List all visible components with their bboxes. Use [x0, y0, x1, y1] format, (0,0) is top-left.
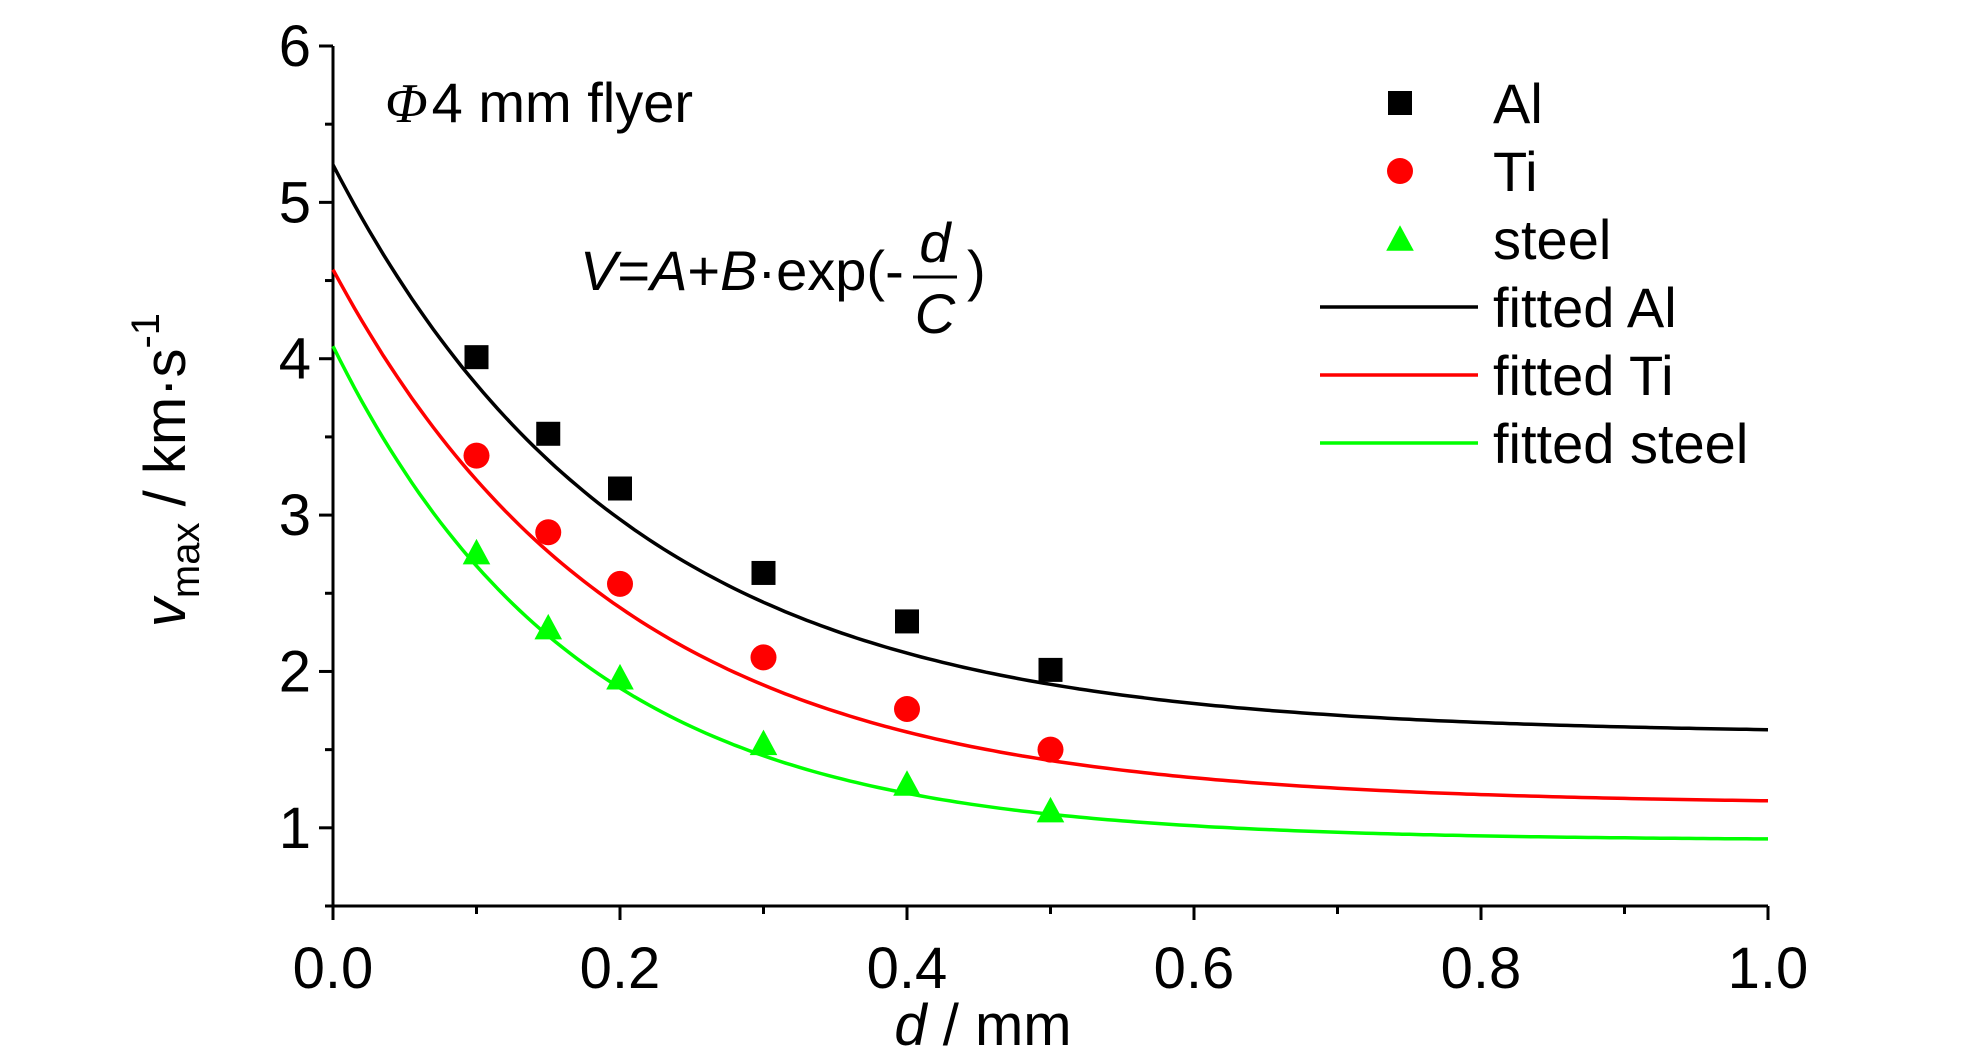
y-axis-var: v [133, 595, 198, 627]
formula-numerator: d [919, 211, 952, 274]
data-point-al [608, 476, 632, 501]
data-point-al [536, 421, 561, 446]
legend-label: fitted steel [1493, 412, 1748, 475]
y-tick-label: 2 [279, 639, 311, 704]
legend-label: Al [1493, 72, 1543, 135]
flyer-annotation: Φ4 mm flyer [385, 71, 693, 135]
data-point-al [1038, 657, 1063, 682]
legend-label: fitted Ti [1493, 344, 1674, 407]
formula-lhs: V [580, 239, 622, 302]
legend-label: Ti [1493, 140, 1538, 203]
legend-symbol-al [1388, 91, 1412, 115]
y-tick-label: 3 [279, 483, 311, 548]
legend-symbol-ti [1387, 158, 1413, 184]
phi-symbol: Φ [385, 73, 428, 135]
svg-text:V=A+B·exp(-: V=A+B·exp(- [580, 239, 904, 302]
x-axis-var: d [894, 993, 928, 1058]
data-point-steel [749, 729, 778, 756]
axes: 0.0 0.2 0.4 0.6 0.8 1.0 1 2 3 4 5 6 [279, 14, 1809, 1001]
x-tick-label: 0.8 [1441, 936, 1522, 1001]
fit-line-fitted-al [331, 163, 1769, 732]
data-point-al [464, 345, 489, 370]
formula-b: B [720, 239, 757, 302]
data-point-al [895, 609, 919, 634]
x-tick-label: 0.6 [1154, 936, 1235, 1001]
y-tick-label: 1 [279, 796, 311, 861]
formula-eq: = [617, 239, 650, 302]
legend-label: steel [1493, 208, 1611, 271]
legend-symbol-steel [1386, 225, 1414, 251]
x-tick-label: 0.0 [293, 936, 374, 1001]
y-axis-sub: max [164, 522, 208, 598]
x-axis-title: d / mm [894, 993, 1071, 1058]
x-tick-label: 0.4 [867, 936, 948, 1001]
x-axis-unit: / mm [927, 993, 1072, 1058]
data-point-ti [535, 519, 562, 546]
y-tick-label: 4 [279, 327, 311, 392]
formula-annotation: V=A+B·exp(- d C ) [580, 211, 986, 345]
data-point-ti [607, 570, 633, 597]
formula-denominator: C [915, 282, 956, 345]
data-markers [462, 345, 1065, 823]
y-axis-unit: / km·s [133, 349, 198, 523]
data-point-steel [1036, 796, 1065, 823]
x-tick-label: 1.0 [1728, 936, 1809, 1001]
formula-a: A [647, 239, 687, 302]
y-tick-label: 6 [279, 14, 311, 79]
data-point-ti [894, 695, 920, 722]
data-point-steel [462, 538, 491, 565]
data-point-ti [463, 442, 490, 469]
data-point-steel [606, 663, 634, 690]
y-tick-label: 5 [279, 170, 311, 235]
data-point-ti [750, 644, 777, 671]
data-point-steel [534, 613, 563, 640]
x-tick-label: 0.2 [580, 936, 661, 1001]
y-axis-sup: -1 [124, 313, 168, 349]
data-point-steel [893, 770, 921, 796]
formula-close: ) [967, 239, 986, 302]
flyer-text: 4 mm flyer [432, 71, 693, 134]
formula-plus: + [687, 239, 720, 302]
legend-label: fitted Al [1493, 276, 1677, 339]
data-point-ti [1037, 736, 1064, 763]
formula-exp: ·exp(- [757, 239, 903, 302]
y-axis-title: vmax / km·s-1 [124, 313, 208, 627]
data-point-al [751, 560, 776, 585]
